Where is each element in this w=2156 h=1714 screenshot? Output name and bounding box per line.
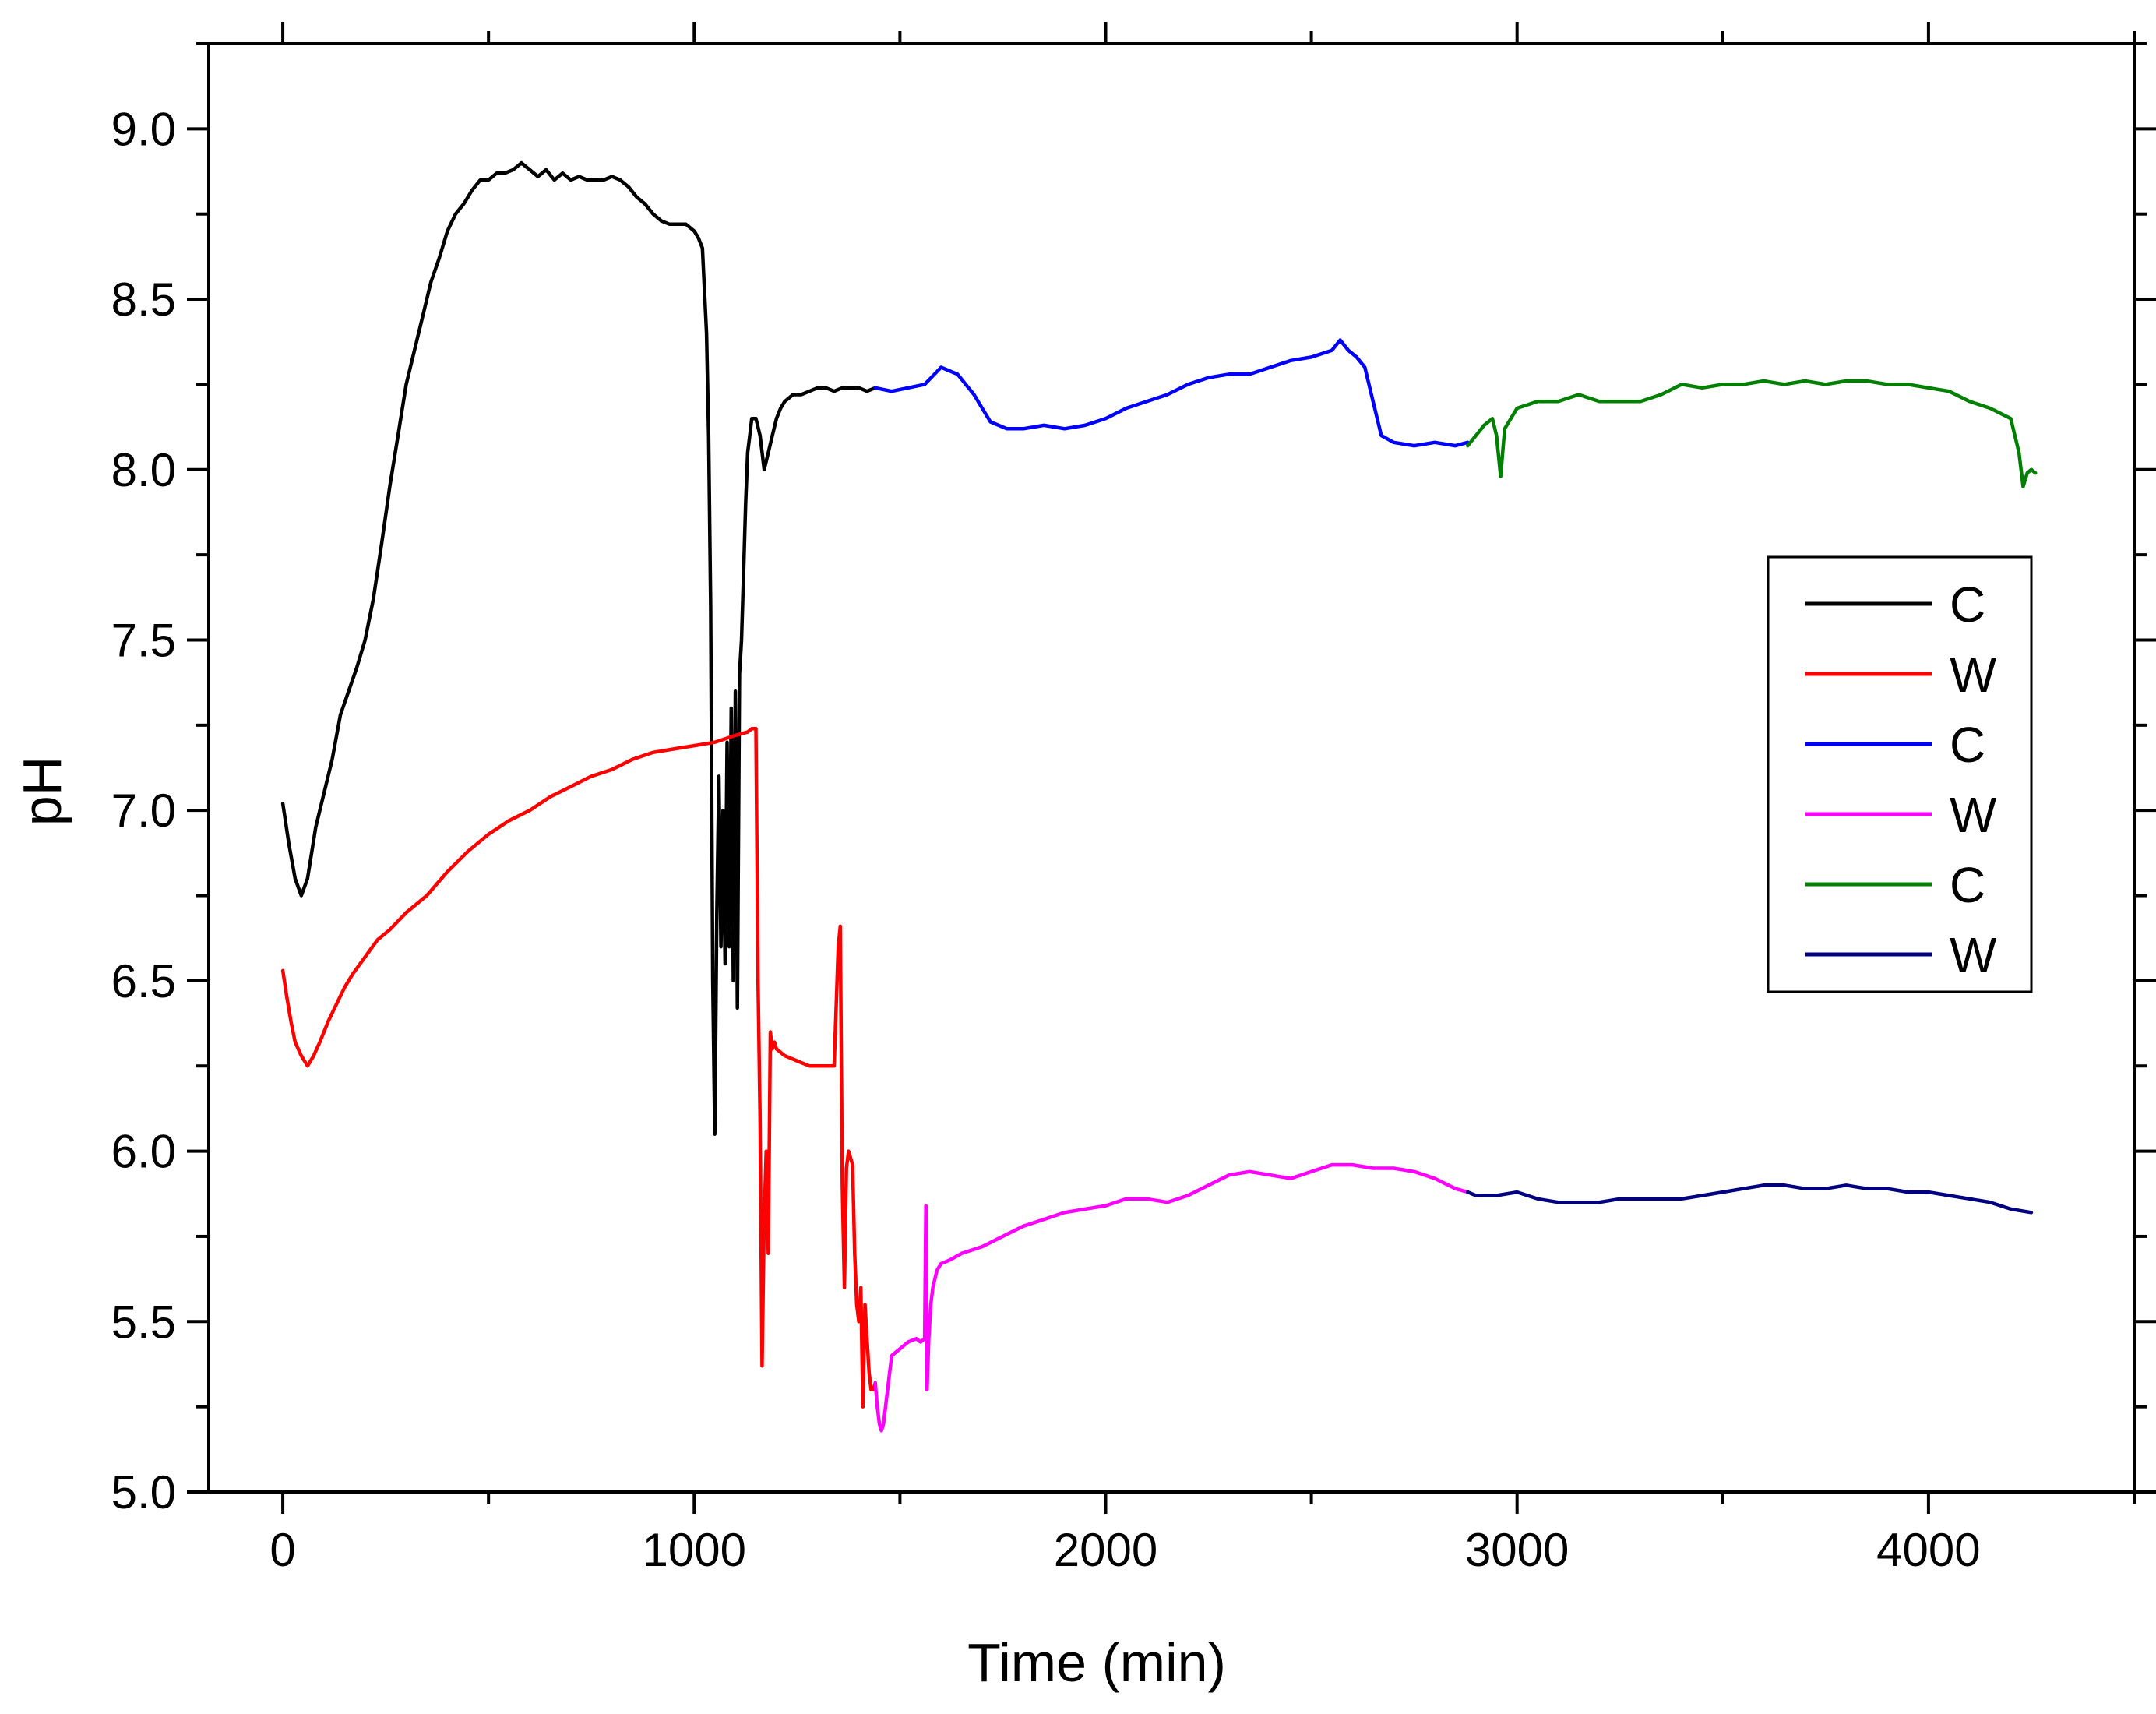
x-tick-label: 0 (270, 1524, 295, 1576)
y-tick-label: 7.0 (111, 785, 176, 837)
series-layer (280, 160, 2038, 1433)
y-tick-label: 6.0 (111, 1126, 176, 1178)
series-line-4 (1466, 379, 2038, 488)
legend-label-1: W (1950, 647, 1997, 703)
legend-label-4: C (1950, 857, 1985, 913)
y-tick-label: 9.0 (111, 103, 176, 155)
y-tick-label: 6.5 (111, 955, 176, 1007)
series-line-5 (1466, 1183, 2034, 1215)
x-tick-label: 4000 (1876, 1524, 1980, 1576)
series-line-2 (873, 338, 1470, 448)
x-axis-title: Time (min) (967, 1632, 1226, 1693)
series-line-3 (873, 1162, 1470, 1433)
legend-label-3: W (1950, 787, 1997, 843)
series-line-0 (280, 160, 877, 1136)
y-tick-label: 7.5 (111, 614, 176, 666)
y-axis-title: pH (12, 756, 72, 826)
y-tick-label: 5.0 (111, 1466, 176, 1518)
series-line-1 (280, 726, 877, 1409)
legend-label-2: C (1950, 717, 1985, 773)
x-tick-label: 1000 (643, 1524, 746, 1576)
plot-frame (207, 42, 2136, 1494)
axes-layer: 0 1000 2000 3000 4000 5.0 5.5 6.0 6.5 7.0 7.5 8.0 8.… (12, 22, 2156, 1693)
y-tick-label: 5.5 (111, 1296, 176, 1348)
x-tick-label: 2000 (1054, 1524, 1157, 1576)
x-tick-label: 3000 (1465, 1524, 1569, 1576)
legend-label-5: W (1950, 927, 1997, 983)
y-tick-label: 8.5 (111, 273, 176, 326)
legend-label-0: C (1950, 577, 1985, 633)
y-tick-label: 8.0 (111, 444, 176, 496)
legend-box (1767, 555, 2033, 993)
